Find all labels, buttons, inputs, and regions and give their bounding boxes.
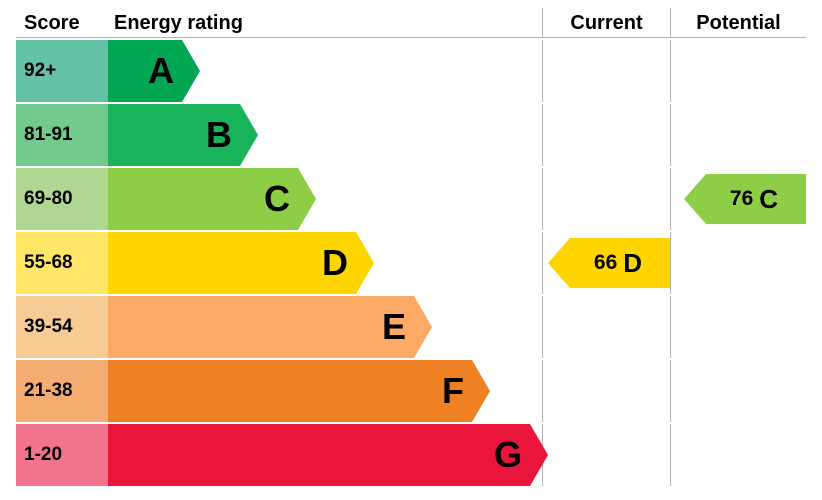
- header-potential: Potential: [670, 8, 806, 37]
- rating-rows: 92+ A 81-91 B 69-80 C 55-68 D 39-54 E 21-38 F 1-20 G 6…: [16, 40, 806, 486]
- potential-cell: [670, 104, 806, 166]
- rating-cell: D: [108, 232, 542, 294]
- current-cell: [542, 424, 670, 486]
- score-range: 55-68: [16, 232, 108, 294]
- potential-cell: [670, 40, 806, 102]
- rating-cell: G: [108, 424, 542, 486]
- score-range: 92+: [16, 40, 108, 102]
- rating-row-e: 39-54 E: [16, 296, 806, 358]
- current-pointer-body: 66D: [570, 238, 670, 288]
- rating-bar-f: F: [108, 360, 472, 422]
- rating-letter: D: [322, 242, 348, 284]
- potential-pointer: 76C: [706, 174, 806, 224]
- rating-letter: G: [494, 434, 522, 476]
- rating-letter: C: [264, 178, 290, 220]
- rating-bar-g: G: [108, 424, 530, 486]
- current-cell: [542, 168, 670, 230]
- potential-letter: C: [759, 184, 778, 215]
- score-range: 39-54: [16, 296, 108, 358]
- rating-letter: A: [148, 50, 174, 92]
- header-current: Current: [542, 8, 670, 37]
- rating-letter: B: [206, 114, 232, 156]
- header-rating: Energy rating: [108, 8, 542, 37]
- rating-letter: F: [442, 370, 464, 412]
- rating-bar-b: B: [108, 104, 240, 166]
- potential-pointer-body: 76C: [706, 174, 806, 224]
- rating-cell: E: [108, 296, 542, 358]
- potential-cell: [670, 232, 806, 294]
- potential-value: 76: [730, 187, 753, 211]
- rating-cell: A: [108, 40, 542, 102]
- rating-cell: F: [108, 360, 542, 422]
- potential-cell: [670, 424, 806, 486]
- rating-bar-e: E: [108, 296, 414, 358]
- rating-cell: C: [108, 168, 542, 230]
- header-row: Score Energy rating Current Potential: [16, 8, 806, 38]
- rating-row-d: 55-68 D: [16, 232, 806, 294]
- epc-energy-rating-chart: Score Energy rating Current Potential 92…: [0, 0, 822, 500]
- rating-bar-a: A: [108, 40, 182, 102]
- rating-bar-d: D: [108, 232, 356, 294]
- score-range: 69-80: [16, 168, 108, 230]
- current-cell: [542, 296, 670, 358]
- rating-row-g: 1-20 G: [16, 424, 806, 486]
- rating-letter: E: [382, 306, 406, 348]
- current-letter: D: [623, 248, 642, 279]
- current-cell: [542, 104, 670, 166]
- header-score: Score: [16, 8, 108, 37]
- current-cell: [542, 360, 670, 422]
- current-cell: [542, 40, 670, 102]
- score-range: 81-91: [16, 104, 108, 166]
- current-value: 66: [594, 251, 617, 275]
- rating-row-a: 92+ A: [16, 40, 806, 102]
- potential-cell: [670, 296, 806, 358]
- rating-row-f: 21-38 F: [16, 360, 806, 422]
- rating-row-b: 81-91 B: [16, 104, 806, 166]
- rating-cell: B: [108, 104, 542, 166]
- potential-cell: [670, 360, 806, 422]
- score-range: 21-38: [16, 360, 108, 422]
- current-pointer: 66D: [570, 238, 670, 288]
- score-range: 1-20: [16, 424, 108, 486]
- rating-bar-c: C: [108, 168, 298, 230]
